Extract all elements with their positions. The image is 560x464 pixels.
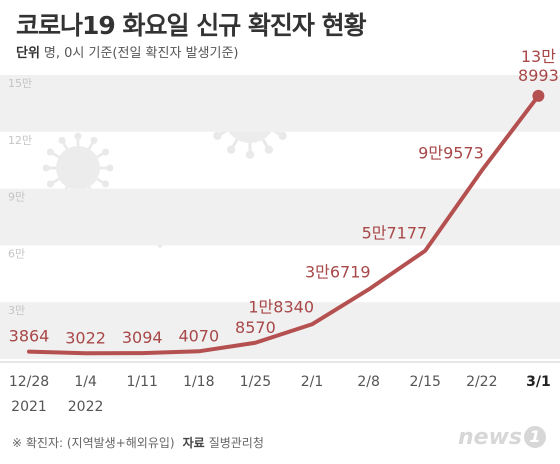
virus-spike-tip [90,136,98,144]
logo-mark: 1 [524,426,546,448]
footnote: ※ 확진자: (지역발생+해외유입) 자료 질병관리청 [12,434,264,451]
data-label-line: 4070 [178,326,219,345]
virus-spike-tip [58,136,66,144]
data-label: 3094 [122,328,163,347]
data-label-line: 8993 [518,66,559,85]
x-tick-label: 12/28 [9,374,49,390]
x-tick-label: 1/4 [74,374,97,390]
x-tick-label: 2/1 [301,374,324,390]
y-tick-label: 9만 [8,191,25,204]
data-label: 13만 8993 [518,47,559,85]
data-label-line: 9만9573 [418,143,484,162]
data-label: 9만9573 [418,143,484,162]
virus-spike-tip [245,150,255,159]
source-text: 질병관리청 [208,436,264,450]
grid-bands [0,75,560,359]
grid-band [0,188,560,246]
source-label: 자료 [182,436,205,450]
x-axis: 12/28 2021 1/4 2022 1/11 1/18 1/25 2/1 2/8 2/15 2/… [0,361,560,415]
virus-spike-tip [42,164,50,172]
data-label-line: 3094 [122,328,163,347]
data-label-line: 13만 [521,47,556,66]
data-label-line: 3만6719 [305,262,371,281]
virus-spike-tip [226,145,236,154]
y-tick-label: 6만 [8,247,25,260]
series-line [27,89,545,356]
x-tick-label: 3/1 [526,374,551,390]
grid-band [0,302,560,359]
virus-spike-tip [102,148,110,156]
data-label-line: 3864 [9,327,50,346]
news1-logo: news 1 [458,425,546,450]
x-tick-label: 2/15 [409,374,440,390]
x-tick-label: 2/22 [466,374,497,390]
data-label: 5만7177 [362,224,428,243]
x-tick-label: 1/18 [183,374,214,390]
last-point-marker [532,89,545,102]
x-tick-year-label: 2021 [11,399,47,415]
data-label-line: 5만7177 [362,224,428,243]
y-tick-label: 12만 [8,134,32,147]
data-label: 3만6719 [305,262,371,281]
virus-spike-tip [264,145,274,154]
data-label-line: 3022 [65,328,106,347]
unit-text: 명, 0시 기준(전일 확진자 발생기준) [43,46,239,61]
x-tick-label: 1/11 [126,374,157,390]
y-tick-label: 3만 [8,304,25,317]
virus-spike-tip [213,131,222,141]
data-label: 8570 [235,318,276,337]
data-label: 1만8340 [248,297,314,316]
grid-band [0,75,560,132]
y-tick-label: 15만 [8,77,32,90]
data-label-line: 1만8340 [248,297,314,316]
data-label: 4070 [178,326,219,345]
virus-spike-tip [46,148,54,156]
logo-text: news [457,425,522,450]
virus-spike-tip [46,180,54,188]
series-line-path [27,93,541,356]
virus-body [56,146,100,190]
x-tick-year-label: 2022 [68,399,104,415]
virus-spike-tip [74,132,82,140]
virus-spike-tip [102,180,110,188]
x-tick-label: 2/8 [357,374,380,390]
unit-note: 단위 명, 0시 기준(전일 확진자 발생기준) [16,42,238,61]
virus-spike-tip [278,131,287,141]
data-label-line: 8570 [235,318,276,337]
data-label: 3022 [65,328,106,347]
footnote-text: ※ 확진자: (지역발생+해외유입) [12,436,175,450]
virus-spike-tip [106,164,114,172]
y-axis: 3만 6만 9만 12만 15만 [8,77,32,317]
chart-title: 코로나19 화요일 신규 확진자 현황 [16,11,367,40]
data-labels: 3864 3022 3094 4070 8570 1만8340 3만6719 5만7177 9만… [9,47,559,347]
unit-label: 단위 [16,46,40,61]
data-label: 3864 [9,327,50,346]
x-tick-label: 1/25 [240,374,271,390]
